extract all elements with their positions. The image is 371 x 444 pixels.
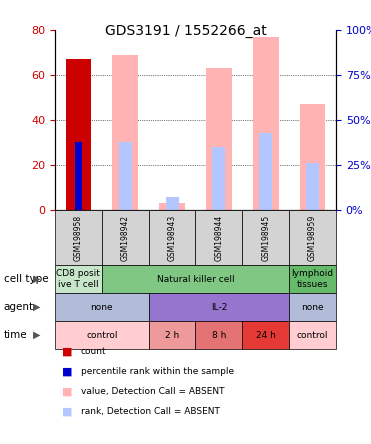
Bar bbox=[206, 68, 232, 210]
Text: ■: ■ bbox=[62, 346, 73, 356]
Text: control: control bbox=[297, 330, 328, 340]
Text: count: count bbox=[81, 347, 106, 356]
FancyBboxPatch shape bbox=[289, 265, 336, 293]
Text: 8 h: 8 h bbox=[212, 330, 226, 340]
FancyBboxPatch shape bbox=[242, 321, 289, 349]
Bar bbox=[159, 203, 185, 210]
Text: agent: agent bbox=[4, 302, 34, 312]
Text: none: none bbox=[91, 302, 113, 312]
FancyBboxPatch shape bbox=[55, 210, 102, 265]
Text: ▶: ▶ bbox=[33, 302, 40, 312]
Bar bbox=[213, 147, 225, 210]
Text: ■: ■ bbox=[62, 366, 73, 376]
FancyBboxPatch shape bbox=[149, 293, 289, 321]
Text: IL-2: IL-2 bbox=[211, 302, 227, 312]
Bar bbox=[300, 104, 325, 210]
Bar bbox=[119, 143, 132, 210]
Text: GSM198942: GSM198942 bbox=[121, 214, 130, 261]
Text: GSM198959: GSM198959 bbox=[308, 214, 317, 261]
Text: GSM198945: GSM198945 bbox=[261, 214, 270, 261]
Bar bbox=[259, 134, 272, 210]
Text: cell type: cell type bbox=[4, 274, 48, 284]
FancyBboxPatch shape bbox=[196, 210, 242, 265]
Bar bbox=[306, 163, 319, 210]
Text: Natural killer cell: Natural killer cell bbox=[157, 274, 234, 284]
FancyBboxPatch shape bbox=[289, 210, 336, 265]
Text: 2 h: 2 h bbox=[165, 330, 179, 340]
FancyBboxPatch shape bbox=[149, 210, 196, 265]
FancyBboxPatch shape bbox=[289, 293, 336, 321]
FancyBboxPatch shape bbox=[242, 210, 289, 265]
Bar bbox=[253, 37, 279, 210]
Text: control: control bbox=[86, 330, 118, 340]
Text: GSM198943: GSM198943 bbox=[168, 214, 177, 261]
Text: rank, Detection Call = ABSENT: rank, Detection Call = ABSENT bbox=[81, 407, 220, 416]
Text: GSM198944: GSM198944 bbox=[214, 214, 223, 261]
Text: 24 h: 24 h bbox=[256, 330, 276, 340]
FancyBboxPatch shape bbox=[102, 265, 289, 293]
Text: lymphoid
tissues: lymphoid tissues bbox=[292, 270, 334, 289]
Text: ▶: ▶ bbox=[33, 330, 40, 340]
FancyBboxPatch shape bbox=[196, 321, 242, 349]
Text: ▶: ▶ bbox=[33, 274, 40, 284]
FancyBboxPatch shape bbox=[102, 210, 149, 265]
Text: value, Detection Call = ABSENT: value, Detection Call = ABSENT bbox=[81, 387, 224, 396]
FancyBboxPatch shape bbox=[149, 321, 196, 349]
FancyBboxPatch shape bbox=[55, 321, 149, 349]
Text: ■: ■ bbox=[62, 406, 73, 416]
FancyBboxPatch shape bbox=[55, 293, 149, 321]
Text: GSM198958: GSM198958 bbox=[74, 214, 83, 261]
Bar bbox=[112, 55, 138, 210]
Text: CD8 posit
ive T cell: CD8 posit ive T cell bbox=[56, 270, 100, 289]
Text: time: time bbox=[4, 330, 27, 340]
Bar bbox=[165, 197, 178, 210]
FancyBboxPatch shape bbox=[55, 265, 102, 293]
Bar bbox=[66, 59, 91, 210]
Text: percentile rank within the sample: percentile rank within the sample bbox=[81, 367, 234, 376]
Text: none: none bbox=[301, 302, 324, 312]
Text: ■: ■ bbox=[62, 386, 73, 396]
Text: GDS3191 / 1552266_at: GDS3191 / 1552266_at bbox=[105, 24, 266, 39]
Bar bbox=[75, 143, 82, 210]
FancyBboxPatch shape bbox=[289, 321, 336, 349]
